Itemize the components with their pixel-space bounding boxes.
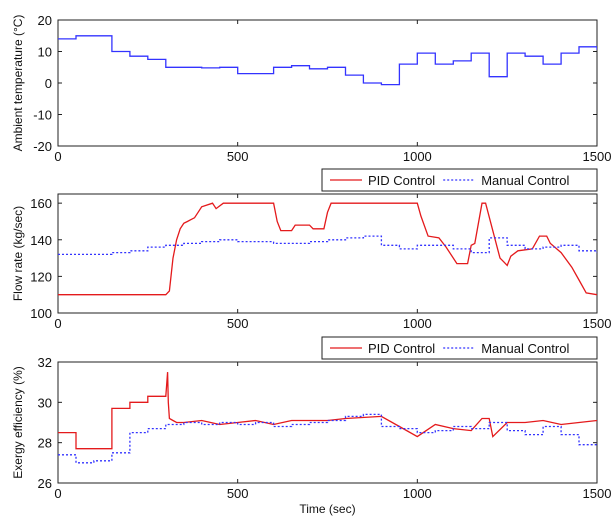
legend-entry: PID Control	[368, 341, 435, 356]
legend-entry: Manual Control	[481, 173, 569, 188]
x-tick-label: 500	[227, 486, 249, 501]
y-tick-label: 10	[38, 45, 52, 60]
y-tick-label: 160	[30, 196, 52, 211]
y-tick-label: 140	[30, 233, 52, 248]
subplot-2: 0 500 1000 1500 100 120 140 160 Flow rate (kg/se…	[11, 168, 612, 331]
legend-entry: PID Control	[368, 173, 435, 188]
y-tick-label: 120	[30, 269, 52, 284]
y-axis-label: Flow rate (kg/sec)	[11, 206, 25, 301]
y-tick-label: 0	[45, 76, 52, 91]
x-axis-label: Time (sec)	[299, 502, 355, 516]
x-tick-label: 1000	[403, 316, 432, 331]
y-tick-label: 32	[38, 355, 52, 370]
x-tick-label: 0	[54, 316, 61, 331]
series-line-pid-control	[58, 372, 597, 450]
x-tick-label: 1500	[583, 486, 612, 501]
x-tick-label: 1500	[583, 149, 612, 164]
series-line-pid-control	[58, 202, 597, 296]
series-line-1	[58, 35, 597, 86]
y-tick-label: -10	[33, 108, 52, 123]
x-tick-label: 0	[54, 149, 61, 164]
y-axis-label: Exergy efficiency (%)	[11, 366, 25, 478]
y-tick-label: -20	[33, 139, 52, 154]
x-tick-label: 1500	[583, 316, 612, 331]
subplot-1: 0 500 1000 1500 -20 -10 0 10 20 Ambient temperatu…	[11, 13, 611, 164]
plot-area	[57, 19, 598, 147]
legend: PID Control Manual Control	[321, 336, 598, 360]
y-tick-label: 100	[30, 306, 52, 321]
legend-entry: Manual Control	[481, 341, 569, 356]
y-tick-label: 26	[38, 476, 52, 491]
series-line-manual-control	[58, 235, 597, 256]
y-axis-label: Ambient temperature (°C)	[11, 15, 25, 152]
x-tick-label: 0	[54, 486, 61, 501]
subplot-3: 0 500 1000 1500 26 28 30 32 Exergy efficiency (%…	[11, 336, 612, 516]
x-tick-label: 500	[227, 149, 249, 164]
x-tick-label: 500	[227, 316, 249, 331]
y-tick-label: 20	[38, 13, 52, 28]
y-tick-label: 30	[38, 395, 52, 410]
x-tick-label: 1000	[403, 486, 432, 501]
x-tick-label: 1000	[403, 149, 432, 164]
y-tick-label: 28	[38, 436, 52, 451]
legend: PID Control Manual Control	[321, 168, 598, 192]
